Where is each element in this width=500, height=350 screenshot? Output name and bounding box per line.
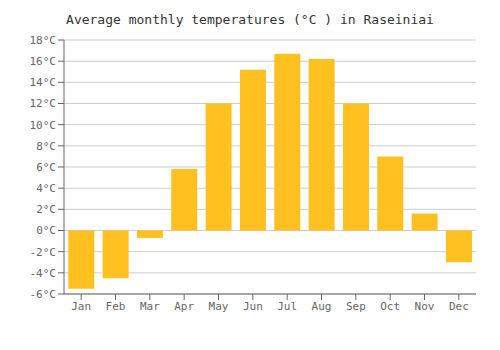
svg-text:14°C: 14°C — [30, 76, 57, 89]
svg-text:Jan: Jan — [71, 300, 91, 313]
svg-text:May: May — [209, 300, 229, 313]
svg-text:2°C: 2°C — [36, 203, 56, 216]
svg-text:8°C: 8°C — [36, 140, 56, 153]
svg-text:Jul: Jul — [277, 300, 297, 313]
svg-text:16°C: 16°C — [30, 55, 57, 68]
svg-text:-2°C: -2°C — [30, 246, 57, 259]
html-text:Average monthly temperatures (: Average monthly temperatures (°C ) in Ra… — [66, 12, 434, 27]
svg-text:Aug: Aug — [312, 300, 332, 313]
svg-text:Nov: Nov — [415, 300, 435, 313]
svg-text:6°C: 6°C — [36, 161, 56, 174]
svg-text:10°C: 10°C — [30, 119, 57, 132]
svg-text:Apr: Apr — [174, 300, 194, 313]
svg-text:Jun: Jun — [243, 300, 263, 313]
svg-text:-6°C: -6°C — [30, 288, 57, 301]
svg-text:Sep: Sep — [346, 300, 366, 313]
svg-text:18°C: 18°C — [30, 34, 57, 47]
svg-text:0°C: 0°C — [36, 224, 56, 237]
svg-text:Oct: Oct — [380, 300, 400, 313]
svg-text:12°C: 12°C — [30, 97, 57, 110]
svg-text:Mar: Mar — [140, 300, 160, 313]
svg-text:4°C: 4°C — [36, 182, 56, 195]
svg-text:-4°C: -4°C — [30, 267, 57, 280]
svg-text:Feb: Feb — [106, 300, 126, 313]
svg-text:Dec: Dec — [449, 300, 469, 313]
